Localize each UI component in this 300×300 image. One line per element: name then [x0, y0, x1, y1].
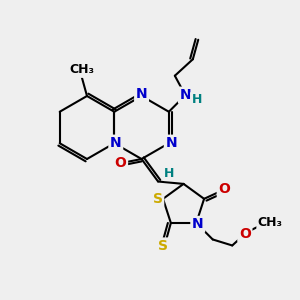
Text: S: S [153, 192, 163, 206]
Text: O: O [218, 182, 230, 196]
Text: O: O [239, 227, 251, 241]
Text: N: N [165, 136, 177, 150]
Text: CH₃: CH₃ [258, 216, 283, 229]
Text: N: N [192, 218, 204, 232]
Text: N: N [110, 136, 122, 150]
Text: S: S [158, 239, 168, 253]
Text: CH₃: CH₃ [69, 63, 94, 76]
Text: H: H [164, 167, 175, 180]
Text: H: H [192, 93, 202, 106]
Text: N: N [179, 88, 191, 102]
Text: O: O [115, 156, 127, 170]
Text: N: N [136, 88, 147, 101]
